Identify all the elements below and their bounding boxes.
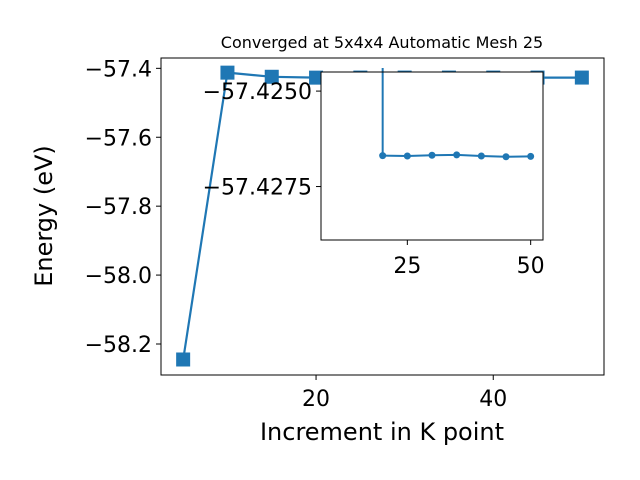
inset-data-point [403, 152, 411, 160]
y-axis-label: Energy (eV) [30, 145, 58, 287]
inset-y-tick-label: −57.4250 [203, 80, 312, 105]
inset-data-point [428, 151, 436, 159]
inset-plot-frame [320, 71, 544, 241]
inset-series-line [379, 68, 535, 161]
main-data-point [574, 70, 589, 85]
main-y-tick-label: −57.8 [85, 195, 152, 220]
x-axis-label: Increment in K point [260, 418, 504, 446]
inset-x-axis: 25 50 [393, 240, 545, 279]
inset-data-point [527, 152, 535, 160]
main-y-axis: −58.2 −58.0 −57.8 −57.6 −57.4 [85, 57, 161, 358]
inset-x-tick-label: 25 [393, 254, 421, 279]
main-y-tick-label: −58.2 [85, 333, 152, 358]
inset-data-point [502, 153, 510, 161]
main-x-axis: 20 40 [302, 375, 507, 412]
main-data-point [309, 70, 324, 85]
main-data-point [264, 69, 279, 84]
main-data-point [220, 65, 235, 80]
inset-data-point [477, 152, 485, 160]
inset-data-point [453, 151, 461, 159]
inset-data-point [379, 152, 387, 160]
main-x-tick-label: 40 [479, 387, 507, 412]
main-data-point [176, 352, 191, 367]
main-y-tick-label: −58.0 [85, 264, 152, 289]
main-y-tick-label: −57.6 [85, 126, 152, 151]
main-plot-frame [160, 57, 605, 376]
main-x-tick-label: 20 [302, 387, 330, 412]
inset-y-tick-label: −57.4275 [203, 176, 312, 201]
chart-title: Converged at 5x4x4 Automatic Mesh 25 [221, 33, 543, 52]
main-y-tick-label: −57.4 [85, 57, 152, 82]
inset-x-tick-label: 50 [517, 254, 545, 279]
inset-y-axis: −57.4275 −57.4250 [203, 80, 321, 201]
